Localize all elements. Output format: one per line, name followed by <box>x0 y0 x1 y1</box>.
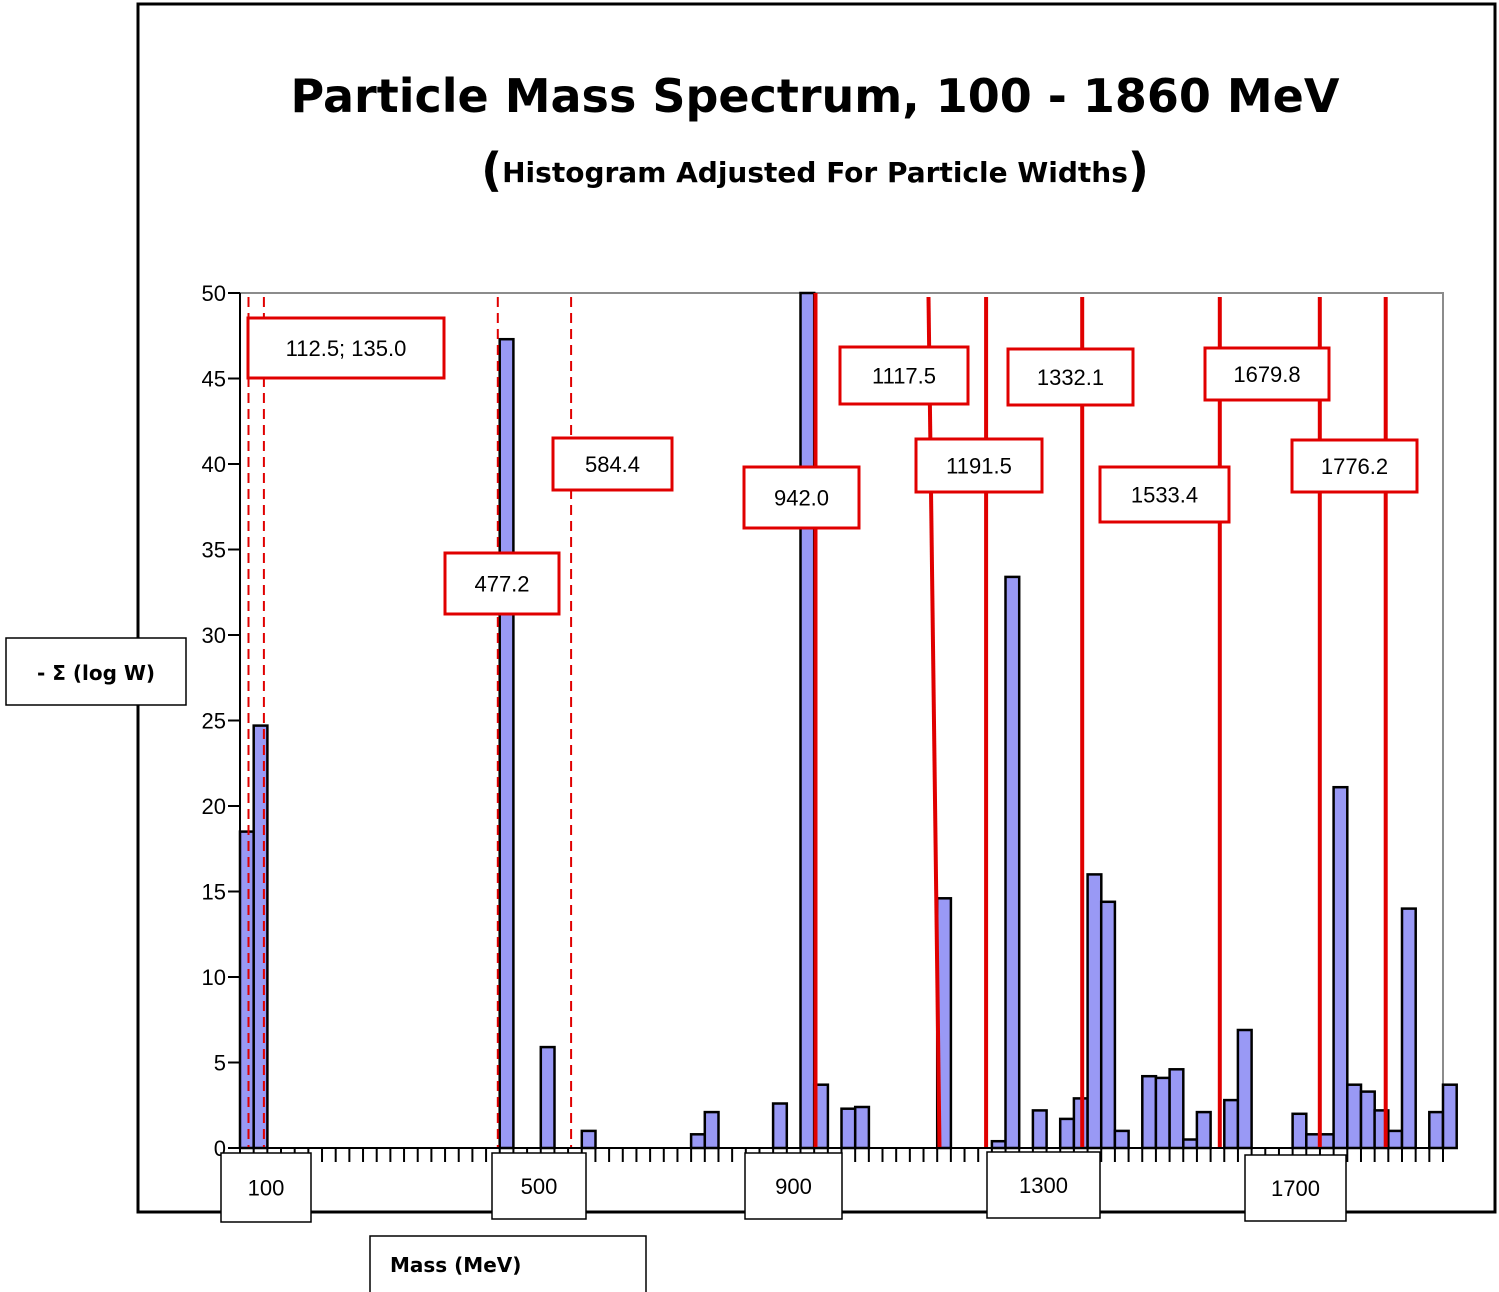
annotation-text-7: 1533.4 <box>1131 483 1198 508</box>
bar-15 <box>1031 1109 1048 1150</box>
annotation-text-4: 1117.5 <box>872 364 936 389</box>
bar-26 <box>1223 1098 1240 1150</box>
bar-3 <box>539 1045 556 1150</box>
y-axis-title: - Σ (log W) <box>5 637 187 706</box>
annotation-0: 112.5; 135.0 <box>246 316 446 380</box>
bar-1 <box>252 724 269 1150</box>
x-tick-label-500: 500 <box>491 1152 587 1220</box>
bar-11 <box>853 1105 871 1150</box>
x-tick-label-900: 900 <box>744 1152 843 1220</box>
annotation-text-6: 1332.1 <box>1037 365 1104 390</box>
bar-16 <box>1058 1117 1076 1150</box>
y-tick-label-35: 35 <box>202 538 226 563</box>
y-tick-label-10: 10 <box>202 965 226 990</box>
subtitle-open-paren: ( <box>481 143 502 197</box>
bar-35 <box>1387 1129 1404 1150</box>
annotation-2: 584.4 <box>551 436 674 492</box>
annotation-1: 477.2 <box>443 551 561 616</box>
bar-31 <box>1332 785 1349 1150</box>
bar-19 <box>1099 900 1117 1150</box>
bar-13 <box>990 1139 1007 1150</box>
y-axis-title-text: - Σ (log W) <box>37 661 155 685</box>
bar-24 <box>1182 1138 1199 1150</box>
x-tick-label-1700: 1700 <box>1244 1154 1347 1222</box>
annotation-8: 1679.8 <box>1203 346 1331 402</box>
svg-text:1700: 1700 <box>1271 1176 1320 1201</box>
bar-20 <box>1113 1129 1130 1150</box>
bar-18 <box>1086 873 1103 1150</box>
annotation-text-9: 1776.2 <box>1321 454 1388 479</box>
annotation-text-2: 584.4 <box>585 452 640 477</box>
annotation-4: 1117.5 <box>838 345 970 406</box>
bar-38 <box>1441 1083 1458 1150</box>
annotation-text-1: 477.2 <box>474 572 529 597</box>
x-axis-title: Mass (MeV) <box>369 1235 647 1292</box>
chart-title: Particle Mass Spectrum, 100 - 1860 MeV <box>291 69 1340 123</box>
subtitle-text: Histogram Adjusted For Particle Widths <box>502 156 1128 189</box>
y-tick-label-45: 45 <box>202 367 226 392</box>
bar-10 <box>840 1107 857 1150</box>
svg-text:100: 100 <box>248 1176 285 1201</box>
bar-4 <box>580 1129 597 1150</box>
bar-22 <box>1154 1076 1171 1150</box>
annotation-text-8: 1679.8 <box>1233 362 1300 387</box>
annotation-3: 942.0 <box>742 465 861 530</box>
bar-25 <box>1195 1110 1212 1150</box>
annotation-6: 1332.1 <box>1006 347 1135 407</box>
bar-5 <box>689 1133 707 1150</box>
svg-text:500: 500 <box>521 1174 558 1199</box>
svg-text:900: 900 <box>775 1174 812 1199</box>
bar-21 <box>1141 1074 1158 1150</box>
bar-23 <box>1168 1068 1185 1150</box>
bar-33 <box>1359 1090 1376 1150</box>
bar-6 <box>703 1110 720 1150</box>
y-tick-label-5: 5 <box>214 1051 226 1076</box>
chart-subtitle: (Histogram Adjusted For Particle Widths) <box>481 143 1149 197</box>
subtitle-close-paren: ) <box>1128 143 1149 197</box>
x-tick-label-1300: 1300 <box>986 1151 1101 1219</box>
svg-text:1300: 1300 <box>1019 1173 1068 1198</box>
annotation-text-3: 942.0 <box>774 486 829 511</box>
bar-28 <box>1291 1112 1308 1150</box>
bar-14 <box>1004 575 1021 1150</box>
y-tick-label-30: 30 <box>202 623 226 648</box>
x-tick-label-100: 100 <box>220 1152 312 1223</box>
x-tick-labels: 100 500 900 1300 1700 <box>220 1151 1347 1223</box>
plot-area <box>239 292 1444 1149</box>
y-tick-label-40: 40 <box>202 452 226 477</box>
bar-27 <box>1236 1028 1253 1150</box>
annotation-text-0: 112.5; 135.0 <box>286 336 407 361</box>
y-tick-label-15: 15 <box>202 880 226 905</box>
annotation-7: 1533.4 <box>1098 465 1231 524</box>
bar-30 <box>1318 1133 1335 1150</box>
bar-0 <box>238 830 255 1150</box>
bar-37 <box>1428 1110 1445 1150</box>
annotations: 112.5; 135.0 477.2 584.4 942.0 1117.5 1191.5 1… <box>246 316 1419 616</box>
y-tick-label-25: 25 <box>202 709 226 734</box>
bar-36 <box>1400 907 1417 1150</box>
bar-7 <box>771 1102 789 1150</box>
annotation-text-5: 1191.5 <box>946 454 1012 479</box>
bar-2 <box>498 337 515 1150</box>
y-tick-label-20: 20 <box>202 794 226 819</box>
annotation-9: 1776.2 <box>1290 438 1419 494</box>
bar-8 <box>799 291 816 1150</box>
x-axis-title-text: Mass (MeV) <box>390 1253 521 1277</box>
bar-32 <box>1346 1083 1363 1150</box>
y-tick-label-50: 50 <box>202 281 226 306</box>
annotation-5: 1191.5 <box>914 437 1044 494</box>
